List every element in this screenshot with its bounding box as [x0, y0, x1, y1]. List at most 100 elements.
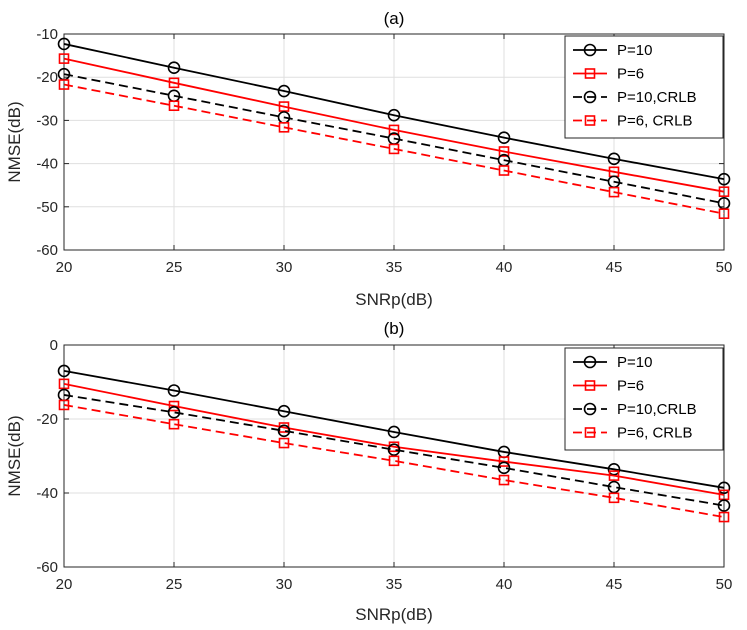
data-point-square	[584, 427, 596, 438]
chart-panel-b: 20 25 30 35 40 45 50 -60 -40 -20 0 (b) SNRp(dB) NMSE(…	[5, 319, 732, 624]
legend-item: P=6	[573, 378, 644, 395]
data-point-circle	[387, 108, 401, 122]
data-point-circle	[277, 84, 291, 98]
series-0	[57, 37, 731, 186]
data-point-square	[168, 100, 180, 112]
series-line	[63, 43, 725, 181]
data-point-square	[584, 115, 596, 126]
x-tick-label: 30	[276, 576, 293, 593]
data-point-square	[498, 474, 510, 486]
data-point-circle	[387, 443, 401, 457]
legend-label: P=6, CRLB	[617, 113, 692, 130]
data-point-square	[168, 77, 180, 89]
data-point-circle	[583, 355, 597, 369]
data-point-square	[584, 380, 596, 391]
data-point-square	[278, 122, 290, 133]
legend-label: P=6, CRLB	[617, 425, 692, 442]
legend-item: P=6	[573, 66, 644, 83]
chart-panel-a: 20 25 30 35 40 45 50 -60 -50 -40 -30 -20 -10 (a) SNRp(…	[5, 9, 732, 309]
legend-label: P=10	[617, 354, 652, 371]
data-point-square	[718, 511, 730, 523]
data-point-circle	[497, 131, 511, 144]
data-point-circle	[583, 43, 597, 57]
x-tick-label: 45	[606, 576, 623, 593]
series-line	[63, 83, 725, 215]
legend-label: P=6	[617, 66, 644, 83]
data-point-square	[608, 186, 620, 198]
x-tick-label: 30	[276, 259, 293, 276]
data-point-circle	[717, 481, 731, 495]
x-tick-label: 50	[716, 259, 733, 276]
y-tick-label: -60	[36, 242, 58, 259]
data-point-square	[168, 400, 180, 412]
data-point-square	[584, 68, 596, 79]
legend: P=10 P=6 P=10,CRLB P=6, CRLB	[564, 347, 724, 451]
y-tick-label: -10	[36, 26, 58, 43]
data-point-square	[608, 470, 620, 481]
x-tick-label: 35	[386, 576, 403, 593]
legend-label: P=10	[617, 42, 652, 59]
series-line	[63, 73, 725, 205]
data-point-square	[498, 165, 510, 176]
y-tick-label: -30	[36, 112, 58, 129]
legend-item: P=10	[573, 42, 652, 59]
series-3	[58, 399, 730, 523]
data-point-circle	[607, 152, 621, 166]
data-point-square	[718, 186, 730, 197]
data-point-square	[608, 492, 620, 504]
data-point-circle	[387, 425, 401, 439]
chart-title: (b)	[384, 319, 405, 338]
chart-title: (a)	[384, 9, 405, 28]
series-line	[63, 370, 725, 489]
legend-item: P=6, CRLB	[573, 113, 692, 130]
data-point-square	[58, 399, 70, 411]
x-tick-label: 40	[496, 259, 513, 276]
series-1	[58, 53, 730, 197]
x-tick-label: 25	[166, 259, 183, 276]
x-axis-title: SNRp(dB)	[355, 290, 432, 309]
data-point-circle	[167, 61, 181, 74]
data-point-square	[58, 79, 70, 90]
data-point-square	[58, 53, 70, 64]
data-point-square	[168, 418, 180, 430]
data-point-square	[58, 378, 70, 390]
legend-item: P=10,CRLB	[573, 89, 697, 106]
y-tick-label: -50	[36, 199, 58, 216]
data-point-square	[278, 101, 290, 112]
data-point-square	[718, 208, 730, 220]
legend-label: P=10,CRLB	[617, 401, 697, 418]
x-tick-label: 20	[56, 259, 73, 276]
data-point-square	[388, 124, 400, 136]
x-tick-label: 20	[56, 576, 73, 593]
legend-item: P=6, CRLB	[573, 425, 692, 442]
y-tick-label: 0	[50, 337, 58, 354]
y-tick-label: -20	[36, 69, 58, 86]
y-axis-title: NMSE(dB)	[5, 415, 24, 496]
y-tick-label: -40	[36, 485, 58, 502]
data-point-circle	[57, 37, 71, 51]
legend-item: P=10	[573, 354, 652, 371]
data-point-circle	[717, 172, 731, 186]
data-point-circle	[497, 461, 511, 475]
data-point-circle	[57, 364, 71, 378]
data-point-circle	[277, 424, 291, 438]
data-point-circle	[167, 406, 181, 419]
data-point-square	[498, 456, 510, 467]
data-point-square	[388, 455, 400, 467]
y-tick-label: -20	[36, 411, 58, 428]
x-tick-label: 35	[386, 259, 403, 276]
y-axis-title: NMSE(dB)	[5, 101, 24, 182]
data-point-circle	[277, 404, 291, 418]
data-point-circle	[167, 384, 181, 397]
x-tick-label: 40	[496, 576, 513, 593]
data-point-circle	[583, 90, 597, 104]
x-tick-label: 45	[606, 259, 623, 276]
legend-label: P=10,CRLB	[617, 89, 697, 106]
data-point-circle	[717, 499, 731, 512]
data-point-circle	[583, 402, 597, 416]
series-0	[57, 364, 731, 495]
y-tick-label: -40	[36, 156, 58, 173]
x-tick-label: 50	[716, 576, 733, 593]
y-tick-label: -60	[36, 559, 58, 576]
